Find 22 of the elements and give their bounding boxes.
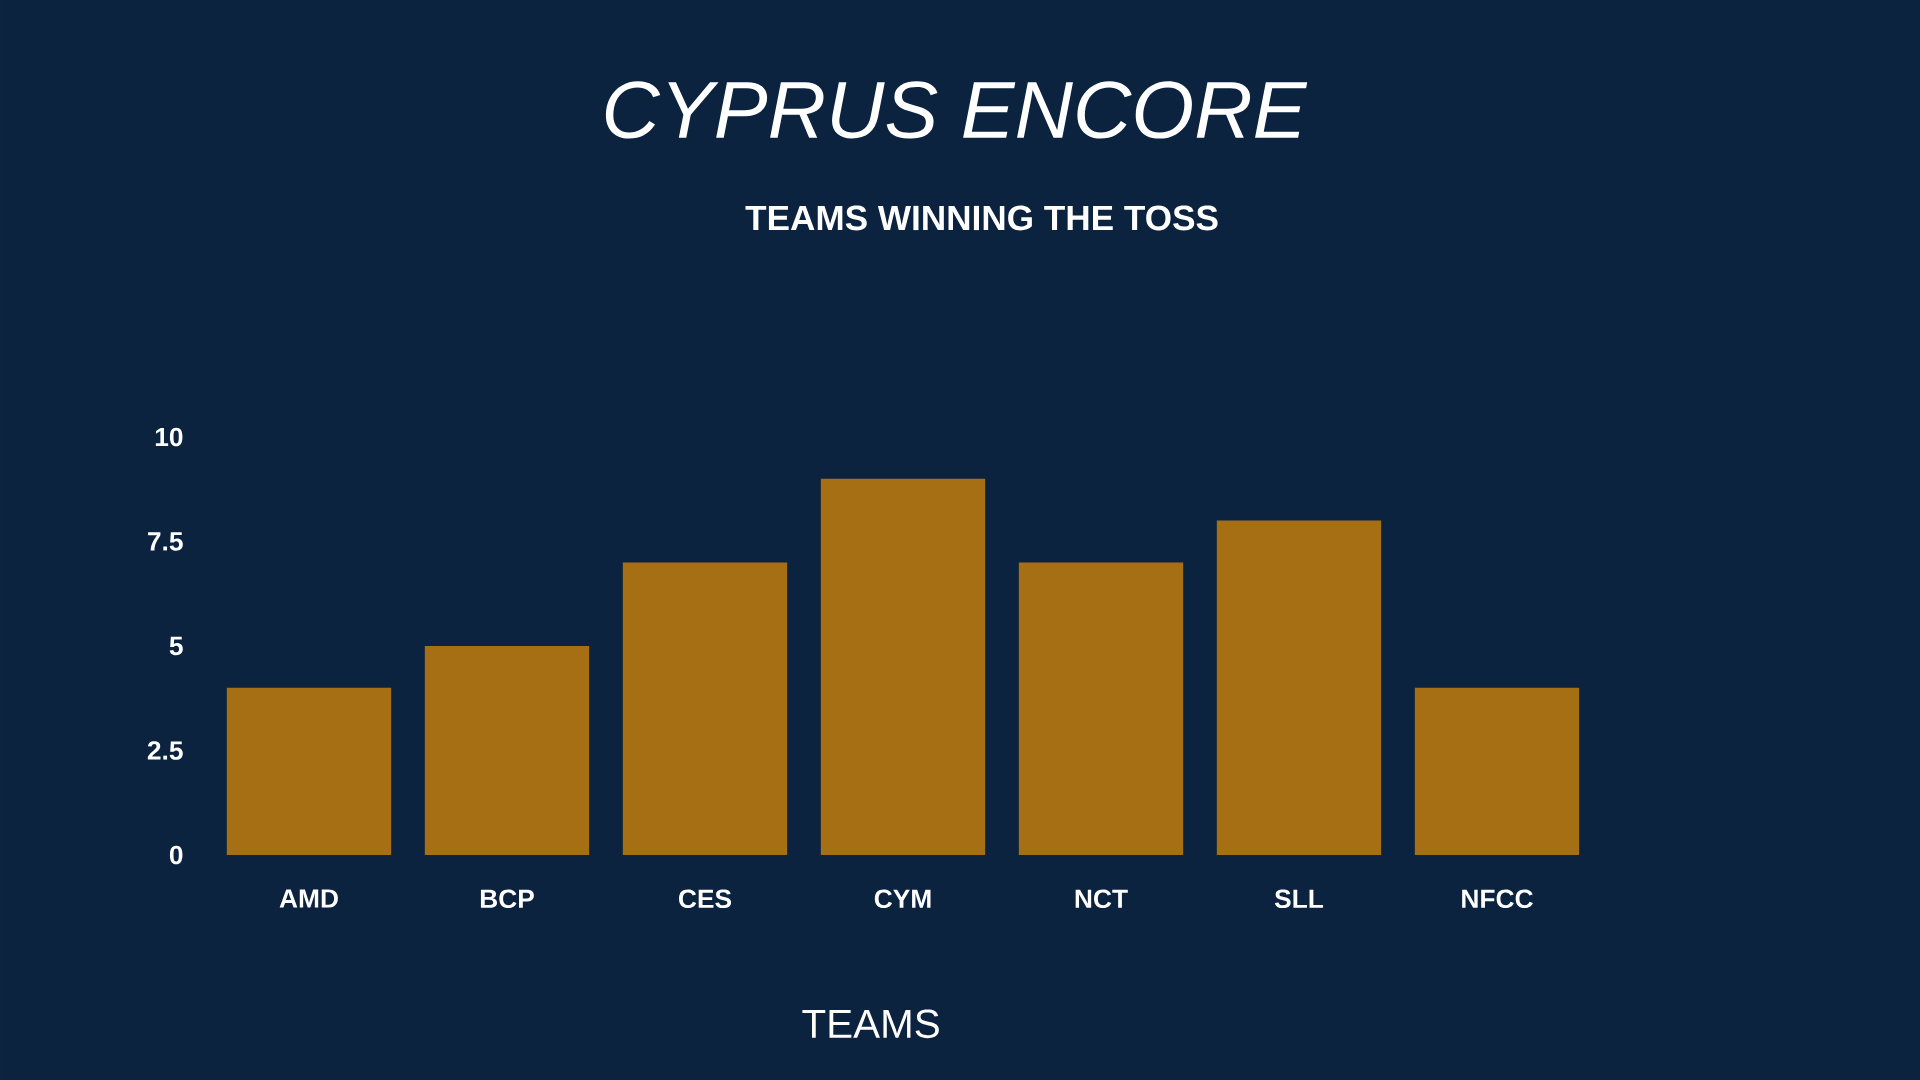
chart-title: CYPRUS ENCORE [605,81,1308,139]
chart-subtitle: TEAMS WINNING THE TOSS [745,205,1218,231]
x-axis-title: TEAMS [802,1009,939,1039]
x-tick-label: AMD [279,889,338,908]
bar [226,687,392,855]
x-tick-label: CES [679,889,732,909]
bar [1018,562,1184,855]
bar [820,478,986,855]
x-tick-label: NCT [1075,889,1128,909]
bar [622,562,788,855]
y-tick-label: 7.5 [148,532,183,551]
y-tick-label: 10 [155,427,183,447]
y-tick-label: 0 [169,845,183,865]
bar [1216,520,1382,855]
bar [424,645,590,855]
x-tick-label: NFCC [1462,889,1533,909]
y-tick-label: 2.5 [147,741,183,760]
x-tick-label: CYM [874,889,931,909]
bar [1414,687,1580,855]
y-tick-label: 5 [169,636,183,656]
x-tick-label: SLL [1274,889,1324,909]
x-tick-label: BCP [480,889,534,909]
